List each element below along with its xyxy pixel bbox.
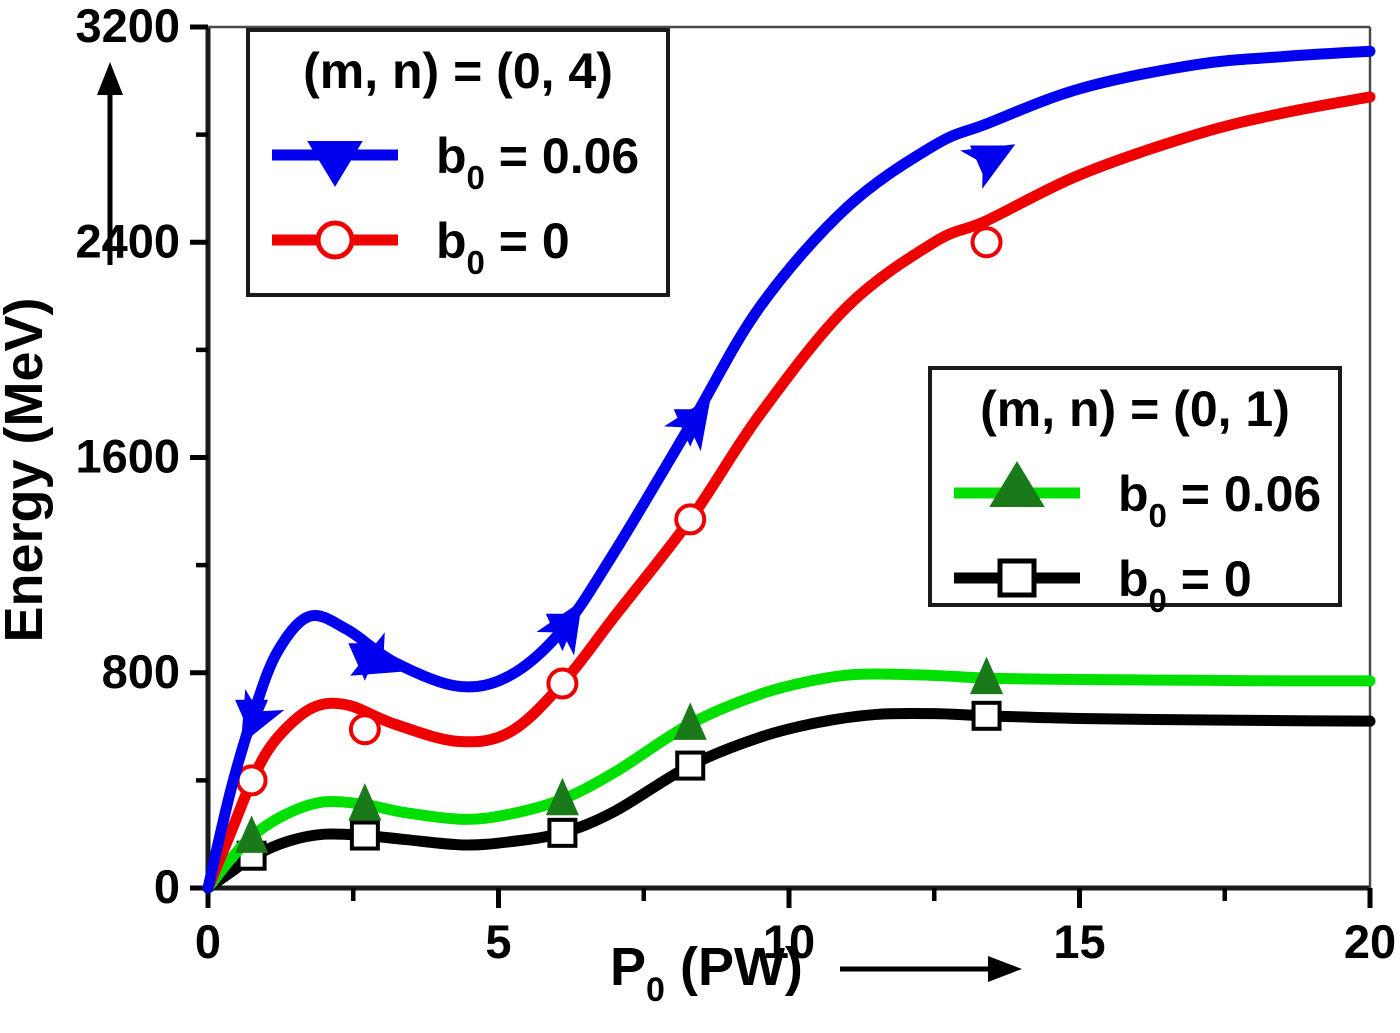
- blue-arrowhead-icon: [536, 600, 583, 656]
- marker-circle-icon: [970, 226, 1003, 259]
- marker-triangle-up-icon: [545, 777, 579, 816]
- marker-triangle-up-icon: [673, 702, 707, 740]
- blue-arrowhead-shape-icon: [350, 632, 406, 676]
- marker-triangle-up-icon: [970, 656, 1004, 695]
- legend-circle-icon: [315, 220, 355, 260]
- marker-circle-icon: [348, 713, 381, 746]
- legend-top-entry[interactable]: b0 = 0.06: [272, 128, 639, 196]
- y-tick-label: 3200: [75, 0, 180, 52]
- blue-arrowhead-shape-icon: [663, 396, 711, 452]
- legend-top-title: (m, n) = (0, 4): [303, 43, 613, 99]
- marker-circle-icon: [674, 503, 707, 536]
- blue-arrowhead-icon: [960, 144, 1016, 189]
- series-group: [202, 656, 1376, 894]
- legend-top: (m, n) = (0, 4) b0 = 0.06 b0 = 0: [246, 28, 670, 297]
- series-line: [202, 91, 1376, 894]
- marker-square-icon: [971, 700, 1002, 731]
- y-axis-arrow-icon: [97, 62, 123, 95]
- y-tick-label: 0: [154, 860, 180, 913]
- blue-arrowhead-icon: [350, 632, 406, 676]
- blue-curve-flow-arrows: [240, 144, 1016, 745]
- x-tick-label: 20: [1344, 915, 1396, 968]
- legend-square-icon: [997, 558, 1037, 598]
- series-line: [202, 668, 1376, 894]
- marker-square-icon: [547, 817, 578, 848]
- legend-top-entry[interactable]: b0 = 0: [272, 213, 570, 281]
- series-group: [202, 91, 1376, 894]
- marker-square-icon: [349, 820, 380, 851]
- legend-entry-label: b0 = 0: [436, 213, 570, 281]
- legend-triangle-up-icon: [989, 461, 1045, 507]
- marker-circle-icon: [546, 667, 579, 700]
- x-tick-label: 10: [763, 915, 815, 968]
- legend-entry-label: b0 = 0.06: [436, 128, 639, 196]
- series-line: [202, 45, 1376, 894]
- y-tick-label: 2400: [75, 214, 180, 267]
- x-tick-label: 15: [1053, 915, 1105, 968]
- marker-circle-icon: [235, 764, 268, 797]
- x-axis-title: P0 (PW): [610, 937, 803, 1009]
- blue-arrowhead-icon: [663, 396, 711, 452]
- legend-entry-label: b0 = 0.06: [1118, 466, 1321, 534]
- legend-bottom-entry[interactable]: b0 = 0: [954, 551, 1252, 619]
- series-group: [202, 700, 1376, 894]
- blue-arrowhead-shape-icon: [960, 144, 1016, 189]
- marker-triangle-up-icon: [235, 815, 269, 853]
- x-tick-label: 0: [195, 915, 221, 968]
- x-axis-arrow-icon: [988, 956, 1022, 982]
- blue-arrowhead-icon: [240, 689, 285, 745]
- legend-bottom: (m, n) = (0, 1) b0 = 0.06 b0 = 0: [928, 366, 1342, 619]
- legend-entry-label: b0 = 0: [1118, 551, 1252, 619]
- marker-square-icon: [675, 750, 706, 781]
- blue-arrowhead-shape-icon: [536, 600, 583, 656]
- legend-top-box: [246, 28, 670, 297]
- y-tick-label: 800: [102, 645, 180, 698]
- blue-arrowhead-shape-icon: [240, 689, 285, 745]
- legend-triangle-down-icon: [307, 141, 363, 187]
- y-axis-title: Energy (MeV): [0, 297, 54, 642]
- marker-triangle-up-icon: [348, 783, 382, 821]
- legend-bottom-entry[interactable]: b0 = 0.06: [954, 461, 1321, 534]
- series-line: [202, 707, 1376, 894]
- legend-bottom-title: (m, n) = (0, 1): [980, 381, 1290, 437]
- y-tick-label: 1600: [75, 430, 180, 483]
- x-tick-label: 5: [485, 915, 511, 968]
